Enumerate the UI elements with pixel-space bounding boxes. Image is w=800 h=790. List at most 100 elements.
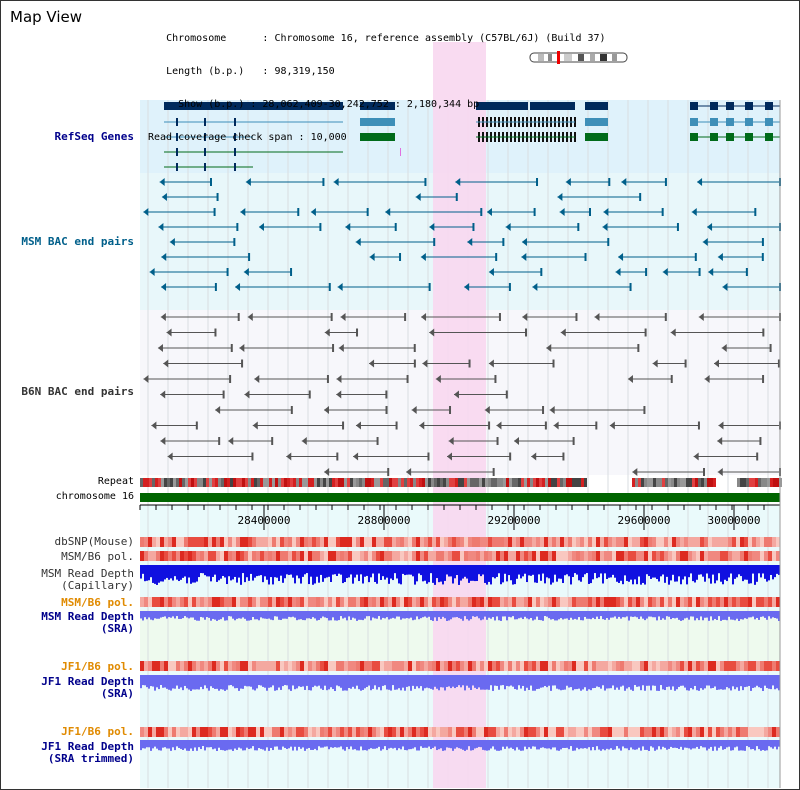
refseq-genes-label[interactable]: RefSeq Genes xyxy=(54,130,134,143)
jf1-read-depth-trimmed-label[interactable]: JF1 Read Depth (SRA trimmed) xyxy=(41,741,134,765)
read-depth-bin xyxy=(628,740,630,751)
polymorphism-bin xyxy=(500,551,504,561)
polymorphism-bin xyxy=(744,661,748,671)
polymorphism-bin xyxy=(600,661,604,671)
repeat-element xyxy=(674,478,677,487)
read-depth-bin xyxy=(350,565,352,575)
gene-exon xyxy=(234,133,236,141)
read-depth-bin xyxy=(362,740,364,751)
chromosome-ideogram[interactable] xyxy=(529,51,628,64)
read-depth-bin xyxy=(252,740,254,747)
polymorphism-bin xyxy=(424,727,428,737)
bac-end-marker xyxy=(330,313,333,321)
read-depth-bin xyxy=(538,565,540,575)
msm-read-depth-sra-label[interactable]: MSM Read Depth (SRA) xyxy=(41,611,134,635)
read-depth-bin xyxy=(284,675,286,686)
show-value: 28,062,409-30,242,752 : 2,180,344 bp xyxy=(262,99,480,110)
repeat-element xyxy=(164,478,167,487)
polymorphism-bin xyxy=(364,597,368,607)
polymorphism-bin xyxy=(632,597,636,607)
polymorphism-bin xyxy=(636,537,640,547)
jf1-read-depth-sra-label[interactable]: JF1 Read Depth (SRA) xyxy=(41,676,134,700)
read-depth-bin xyxy=(432,611,434,621)
repeat-element xyxy=(473,478,476,487)
read-depth-bin xyxy=(350,611,352,620)
read-depth-bin xyxy=(380,675,382,691)
jf1-b6-pol-label-1[interactable]: JF1/B6 pol. xyxy=(61,660,134,673)
msm-bac-label[interactable]: MSM BAC end pairs xyxy=(21,235,134,248)
read-depth-bin xyxy=(686,675,688,691)
polymorphism-bin xyxy=(528,727,532,737)
repeat-element xyxy=(314,478,317,487)
read-depth-bin xyxy=(490,565,492,585)
read-depth-bin xyxy=(316,740,318,751)
msm-b6-pol-label-1[interactable]: MSM/B6 pol. xyxy=(61,550,134,563)
dbsnp-label[interactable]: dbSNP(Mouse) xyxy=(54,535,134,548)
polymorphism-bin xyxy=(464,551,468,561)
read-depth-bin xyxy=(206,565,208,577)
bac-end-marker xyxy=(505,390,508,399)
polymorphism-bin xyxy=(268,727,272,737)
read-depth-bin xyxy=(718,740,720,748)
read-depth-bin xyxy=(566,611,568,619)
read-depth-tracks[interactable] xyxy=(140,565,780,751)
read-depth-bin xyxy=(598,611,600,619)
msm-read-depth-capillary-label[interactable]: MSM Read Depth (Capillary) xyxy=(41,568,134,592)
repeat-label[interactable]: Repeat xyxy=(97,476,134,487)
polymorphism-bin xyxy=(448,537,452,547)
read-depth-bin xyxy=(458,611,460,619)
read-depth-bin xyxy=(316,565,318,577)
read-depth-bin xyxy=(590,611,592,620)
read-depth-bin xyxy=(364,740,366,751)
bac-end-marker xyxy=(449,406,452,414)
polymorphism-bin xyxy=(480,551,484,561)
repeat-track-features[interactable] xyxy=(140,478,782,487)
read-depth-bin xyxy=(350,675,352,689)
repeat-element xyxy=(701,478,704,487)
polymorphism-bin xyxy=(460,551,464,561)
read-depth-bin xyxy=(756,675,758,686)
read-depth-bin xyxy=(234,740,236,749)
jf1-read-depth-sra-line1: JF1 Read Depth xyxy=(41,675,134,688)
jf1-b6-pol-label-2[interactable]: JF1/B6 pol. xyxy=(61,725,134,738)
msm-b6-pol-label-2[interactable]: MSM/B6 pol. xyxy=(61,596,134,609)
polymorphism-bin xyxy=(156,727,160,737)
read-depth-bin xyxy=(280,740,282,750)
b6n-bac-label[interactable]: B6N BAC end pairs xyxy=(21,385,134,398)
repeat-element xyxy=(515,478,518,487)
read-depth-bin xyxy=(724,565,726,580)
read-depth-bin xyxy=(404,611,406,619)
read-depth-bin xyxy=(284,565,286,579)
polymorphism-bin xyxy=(544,727,548,737)
read-depth-bin xyxy=(688,675,690,691)
read-depth-bin xyxy=(594,675,596,688)
read-depth-bin xyxy=(358,611,360,620)
read-depth-bin xyxy=(522,565,524,577)
b6n-bac-features[interactable] xyxy=(143,313,781,476)
polymorphism-bin xyxy=(624,661,628,671)
read-depth-bin xyxy=(674,740,676,748)
read-depth-bin xyxy=(768,565,770,581)
read-depth-bin xyxy=(452,675,454,687)
read-depth-bin xyxy=(478,740,480,747)
read-depth-bin xyxy=(272,565,274,585)
read-depth-bin xyxy=(744,611,746,619)
read-depth-bin xyxy=(652,675,654,686)
read-depth-bin xyxy=(416,740,418,751)
chromosome-track-label[interactable]: chromosome 16 xyxy=(55,491,134,502)
polymorphism-bin xyxy=(148,661,152,671)
polymorphism-tracks[interactable] xyxy=(140,537,780,737)
refseq-gene-features[interactable] xyxy=(164,102,780,171)
msm-bac-features[interactable] xyxy=(143,178,781,291)
read-depth-bin xyxy=(704,740,706,748)
polymorphism-bin xyxy=(508,551,512,561)
repeat-element xyxy=(170,478,173,487)
read-depth-bin xyxy=(568,740,570,750)
bac-end-marker xyxy=(488,421,491,430)
read-depth-bin xyxy=(630,675,632,690)
polymorphism-bin xyxy=(564,597,568,607)
read-depth-bin xyxy=(590,675,592,691)
polymorphism-bin xyxy=(428,727,432,737)
read-depth-bin xyxy=(174,740,176,751)
